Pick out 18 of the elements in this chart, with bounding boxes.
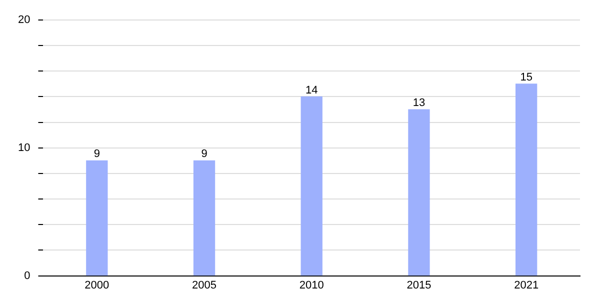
bar: [86, 160, 108, 276]
y-tick-label: 20: [18, 14, 30, 26]
y-tick-label: 10: [18, 142, 30, 154]
bar: [300, 96, 322, 276]
data-label: 15: [520, 71, 532, 84]
x-tick-label: 2021: [514, 279, 539, 292]
data-label: 14: [305, 84, 318, 96]
data-label: 9: [94, 148, 100, 160]
x-tick-label: 2005: [192, 279, 217, 292]
data-label: 9: [201, 148, 208, 160]
bar: [193, 160, 216, 276]
x-tick-label: 2010: [299, 279, 324, 292]
bar: [408, 109, 430, 276]
x-tick-label: 2015: [406, 279, 432, 292]
bar: [515, 84, 538, 276]
data-label: 13: [412, 97, 426, 110]
y-tick-label: 0: [24, 270, 30, 282]
x-tick-label: 2000: [84, 279, 110, 292]
